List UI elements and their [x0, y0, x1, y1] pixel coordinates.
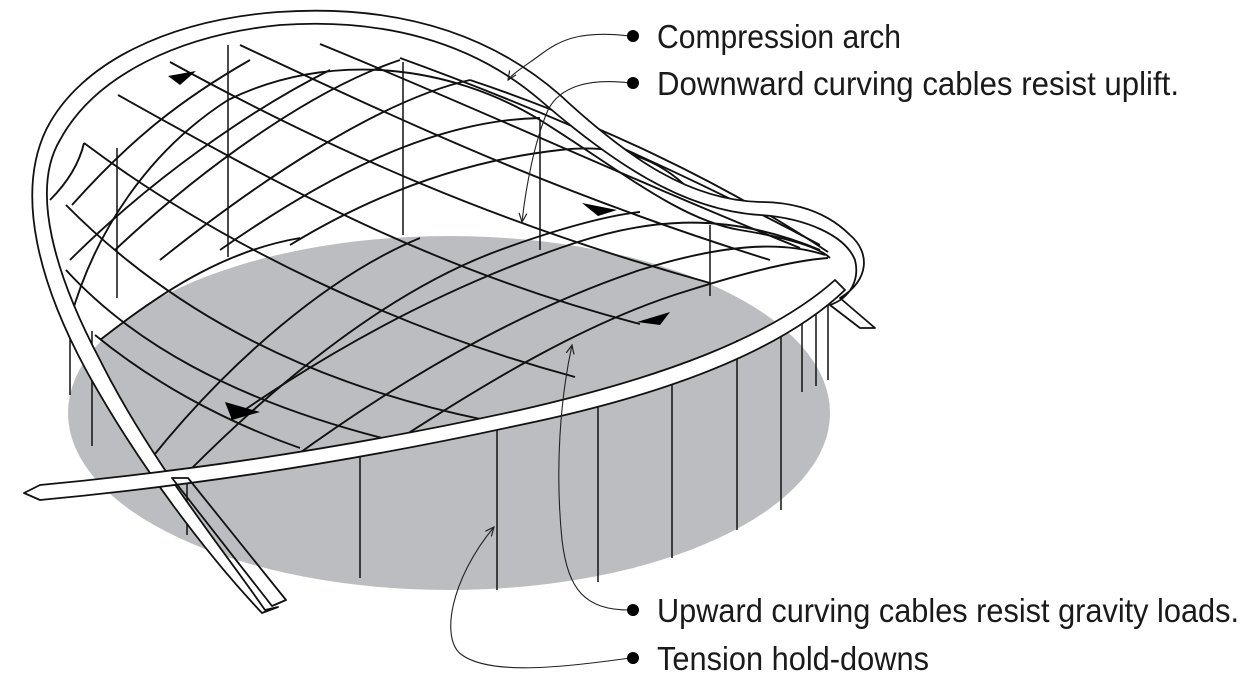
leader-compression-arch — [508, 33, 631, 80]
bullet-compression-arch — [627, 30, 639, 42]
bullet-upward-cables — [627, 604, 639, 616]
bullet-downward-cables — [627, 77, 639, 89]
leader-downward-cables — [522, 81, 631, 222]
leader-upward-cables — [558, 345, 631, 611]
label-downward-cables: Downward curving cables resist uplift. — [657, 65, 1179, 102]
crossing-brace — [171, 477, 287, 607]
net-inner-boundary — [69, 68, 831, 321]
cable-net-family-b — [49, 59, 829, 471]
compression-arch — [31, 9, 876, 614]
label-compression-arch: Compression arch — [657, 18, 901, 55]
ground-footprint — [68, 236, 830, 590]
perimeter-posts — [69, 45, 829, 590]
bullet-tension-holddowns — [627, 652, 639, 664]
lower-compression-beam — [23, 279, 846, 501]
label-upward-cables: Upward curving cables resist gravity loa… — [657, 592, 1239, 629]
force-arrows — [168, 71, 670, 420]
leader-tension-holddowns — [450, 527, 631, 669]
label-tension-holddowns: Tension hold-downs — [657, 640, 929, 677]
